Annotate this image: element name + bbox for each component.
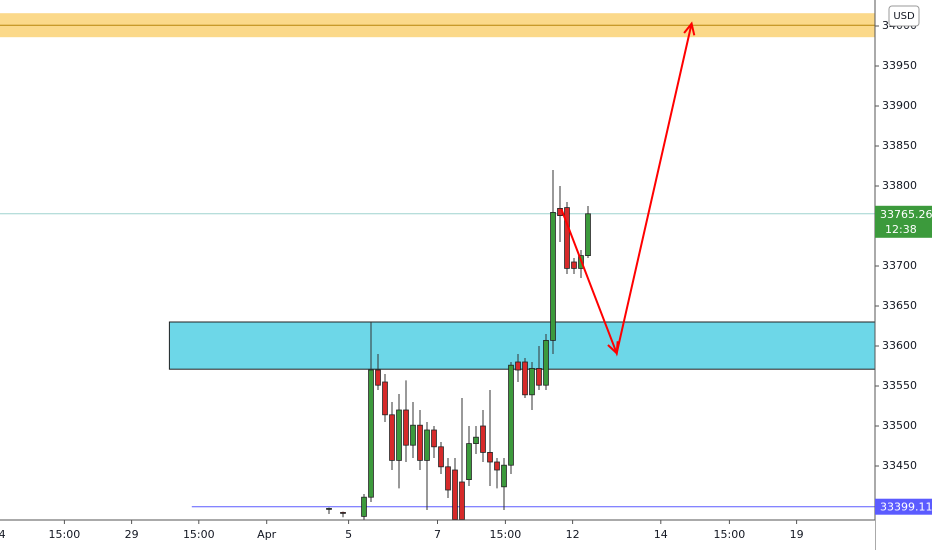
x-tick-label: 5 [345,528,352,541]
candle-body [410,424,416,446]
currency-box [888,5,920,27]
y-tick-label: 33700 [882,259,917,272]
candle-body [494,461,500,471]
x-tick-label: Apr [257,528,277,541]
candle-body [445,466,451,491]
candle-body [487,451,493,463]
candle-body [452,469,458,520]
candle-body [508,364,514,466]
candle-body [515,361,521,371]
y-tick-label: 33850 [882,139,917,152]
price-tag-label: 33399.11 [880,501,932,514]
candle-body [361,496,367,517]
candle-body [585,213,591,257]
candle-body [543,339,549,386]
y-tick-label: 33950 [882,59,917,72]
candle-body [424,429,430,461]
candle-body [326,507,332,510]
x-tick-label: 7 [434,528,441,541]
candle-body [571,261,577,269]
y-tick-label: 33650 [882,299,917,312]
candle-body [536,367,542,386]
x-tick-label: 15:00 [183,528,215,541]
time-axis [0,520,875,550]
x-tick-label: 14 [0,528,6,541]
price-tag [875,498,932,515]
price-axis [875,0,932,550]
candle-body [550,211,556,341]
candle-body [396,409,402,461]
candle-body [459,481,465,520]
x-tick-label: 19 [790,528,804,541]
currency-label: USD [893,11,915,22]
candle-body [403,409,409,446]
candle-body [522,361,528,396]
candle-body [368,369,374,498]
countdown-label: 12:38 [885,223,917,236]
y-tick-label: 33550 [882,379,917,392]
y-tick-label: 33900 [882,99,917,112]
x-tick-label: 15:00 [49,528,81,541]
candle-body [417,424,423,461]
candle-body [564,207,570,269]
x-tick-label: 15:00 [490,528,522,541]
candle-body [340,512,346,514]
y-tick-label: 33800 [882,179,917,192]
candle-body [466,443,472,481]
last-price-tag [875,205,932,238]
x-tick-label: 29 [125,528,139,541]
arrow-head [607,341,619,356]
last-price-label: 33765.26 [880,208,932,221]
y-tick-label: 33600 [882,339,917,352]
candle-body [375,369,381,386]
candle-body [501,464,507,488]
zone [168,321,876,370]
candle-body [473,436,479,445]
x-tick-label: 12 [566,528,580,541]
candle-body [431,429,437,448]
y-tick-label: 33500 [882,419,917,432]
x-tick-label: 15:00 [714,528,746,541]
arrow-head [683,21,696,36]
arrow [560,23,693,357]
y-tick-label: 33450 [882,459,917,472]
candle-body [529,367,535,396]
candle-body [438,446,444,468]
x-tick-label: 14 [654,528,668,541]
candle-body [480,425,486,453]
candle-body [382,381,388,416]
candle-body [389,414,395,461]
